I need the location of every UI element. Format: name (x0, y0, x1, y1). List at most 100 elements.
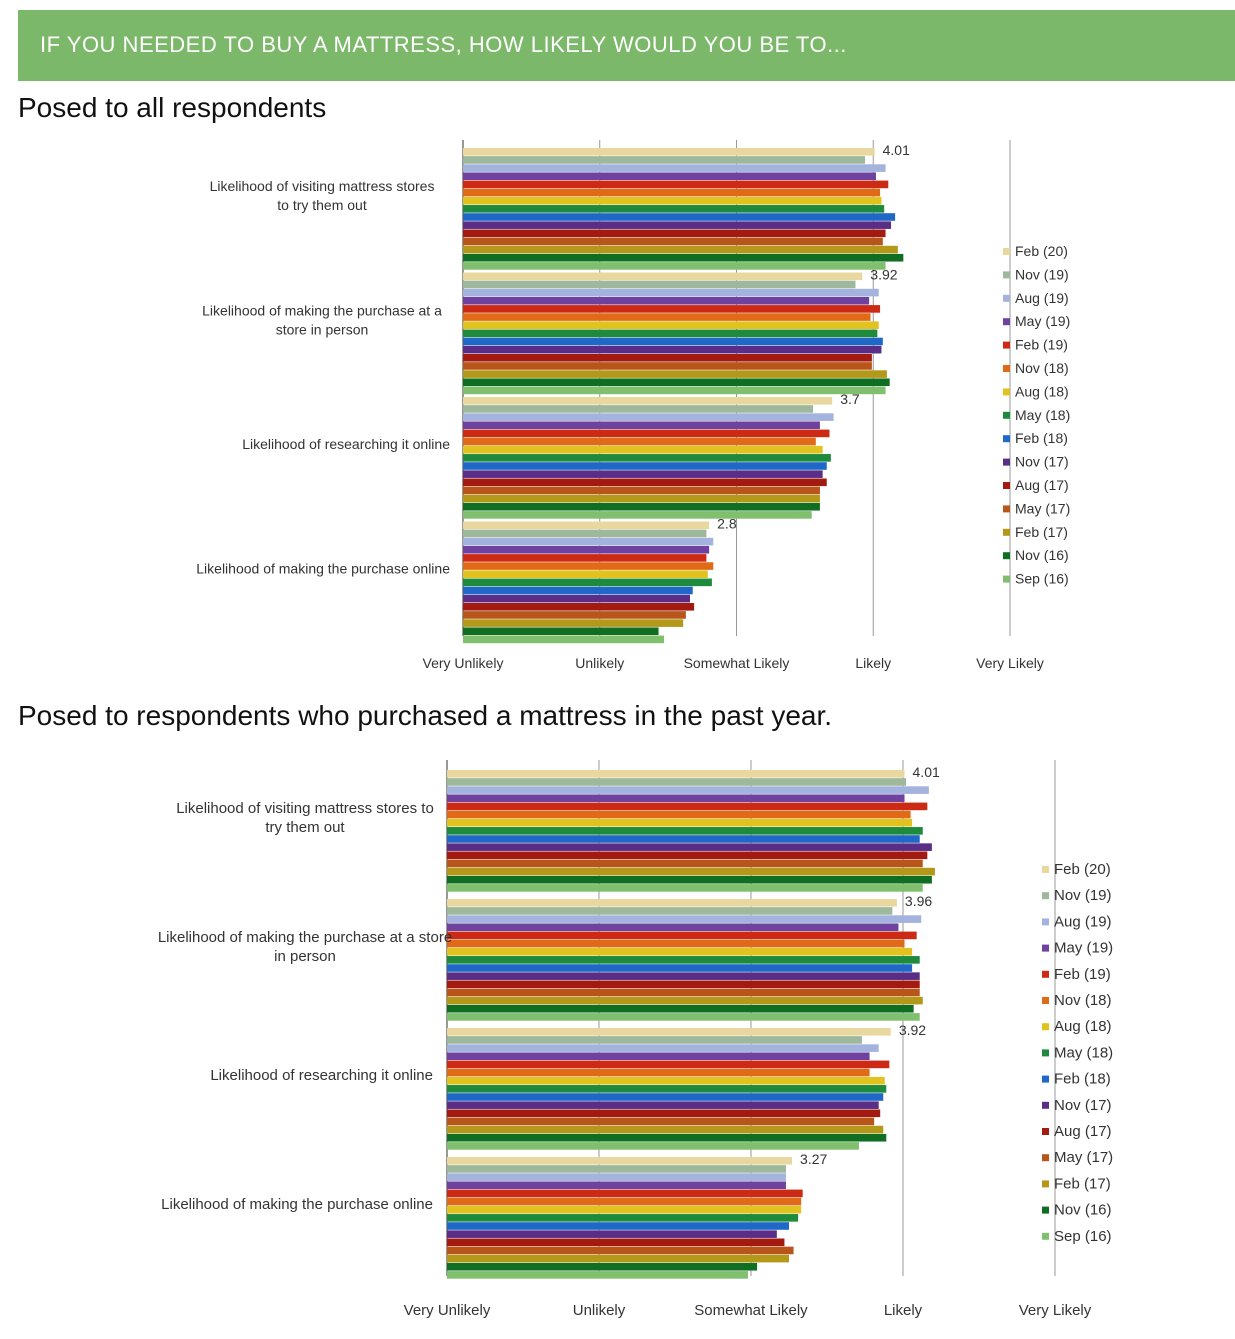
bar-0-2 (447, 786, 929, 794)
legend-label-5: Nov (18) (1054, 992, 1112, 1009)
bar-2-5 (447, 1068, 870, 1077)
legend-label-3: May (19) (1015, 313, 1070, 329)
legend-label-14: Sep (16) (1054, 1228, 1112, 1245)
legend-label-4: Feb (19) (1015, 337, 1068, 353)
bar-3-9 (447, 1230, 777, 1238)
category-label-1: in person (274, 948, 336, 965)
bar-1-5 (447, 939, 905, 948)
value-label-1: 3.96 (905, 893, 932, 909)
bar-3-13 (463, 627, 659, 636)
category-label-0: try them out (265, 819, 345, 836)
bar-1-10 (463, 354, 872, 362)
category-label-0: Likelihood of visiting mattress stores (210, 178, 435, 194)
bar-1-13 (463, 378, 890, 387)
legend-swatch-2 (1042, 918, 1049, 926)
bar-0-3 (463, 172, 876, 181)
legend-swatch-7 (1042, 1049, 1049, 1057)
bar-0-11 (463, 237, 883, 246)
bar-1-6 (463, 321, 879, 329)
legend-label-0: Feb (20) (1054, 861, 1111, 878)
bar-1-13 (447, 1004, 914, 1013)
bar-1-14 (463, 386, 886, 395)
x-tick-label-0: Very Unlikely (423, 655, 504, 671)
bar-0-0 (447, 770, 905, 778)
bar-1-8 (463, 337, 883, 346)
value-label-0: 4.01 (913, 764, 940, 780)
bar-3-10 (463, 603, 695, 611)
bar-2-1 (447, 1036, 862, 1044)
bar-3-3 (463, 545, 710, 554)
legend-swatch-4 (1042, 970, 1049, 978)
legend-label-4: Feb (19) (1054, 966, 1111, 983)
legend-swatch-5 (1003, 365, 1010, 372)
bar-1-5 (463, 313, 871, 321)
legend-swatch-12 (1003, 528, 1010, 536)
legend-swatch-5 (1042, 997, 1049, 1004)
bar-2-13 (447, 1133, 887, 1142)
legend-swatch-3 (1042, 944, 1049, 952)
bar-0-12 (447, 867, 935, 876)
legend-swatch-10 (1042, 1128, 1049, 1135)
category-label-3: Likelihood of making the purchase online (196, 561, 450, 577)
bar-1-12 (463, 370, 887, 378)
bar-2-4 (447, 1060, 890, 1069)
bar-0-4 (463, 180, 889, 189)
bar-1-3 (463, 296, 870, 305)
bar-3-7 (447, 1214, 799, 1222)
bar-2-0 (447, 1028, 891, 1036)
bar-2-8 (463, 462, 827, 470)
bar-3-2 (463, 537, 714, 546)
bar-2-7 (463, 454, 831, 462)
bar-0-7 (463, 205, 885, 213)
legend-label-13: Nov (16) (1054, 1202, 1112, 1219)
bar-1-11 (447, 988, 920, 997)
bar-0-10 (447, 851, 928, 860)
bar-1-12 (447, 996, 923, 1005)
bar-2-2 (447, 1044, 879, 1052)
legend-swatch-3 (1003, 318, 1010, 326)
bar-3-8 (447, 1222, 789, 1230)
legend-swatch-1 (1003, 271, 1010, 279)
legend-label-2: Aug (19) (1054, 913, 1112, 930)
bar-1-14 (447, 1013, 920, 1021)
bar-0-10 (463, 229, 886, 238)
bar-3-4 (463, 554, 707, 562)
bar-2-9 (463, 470, 823, 478)
bar-0-9 (447, 843, 932, 851)
bar-1-2 (463, 288, 879, 297)
bar-1-8 (447, 964, 913, 972)
bar-1-3 (447, 923, 899, 932)
bar-0-5 (463, 188, 881, 197)
legend-swatch-6 (1042, 1023, 1049, 1031)
legend-swatch-13 (1042, 1206, 1049, 1214)
x-tick-label-1: Unlikely (575, 655, 624, 671)
x-tick-label-3: Likely (884, 1302, 923, 1319)
chart-all-respondents: Very Unlikely Unlikely Somewhat Likely Like… (196, 140, 1070, 671)
bar-2-4 (463, 429, 830, 438)
legend-label-10: Aug (17) (1054, 1123, 1112, 1140)
bar-2-3 (463, 421, 820, 430)
bar-3-2 (447, 1173, 786, 1181)
bar-3-5 (447, 1197, 802, 1206)
bar-3-12 (447, 1254, 789, 1263)
x-tick-label-0: Very Unlikely (404, 1302, 491, 1319)
bar-2-6 (447, 1076, 885, 1085)
bar-2-11 (463, 486, 820, 495)
chart-recent-purchasers: Very Unlikely Unlikely Somewhat Likely Like… (158, 760, 1113, 1319)
legend-swatch-1 (1042, 892, 1049, 900)
bar-1-0 (447, 899, 897, 907)
legend-swatch-9 (1042, 1101, 1049, 1109)
bar-0-8 (463, 213, 896, 221)
value-label-3: 3.27 (800, 1151, 827, 1167)
x-tick-label-4: Very Likely (976, 655, 1044, 671)
legend-label-9: Nov (17) (1015, 454, 1069, 470)
bar-0-13 (463, 253, 904, 262)
bar-2-12 (447, 1125, 884, 1134)
bar-1-2 (447, 915, 922, 923)
legend-swatch-6 (1003, 388, 1010, 396)
legend-label-9: Nov (17) (1054, 1097, 1112, 1114)
bar-1-11 (463, 362, 872, 370)
bar-0-14 (463, 262, 886, 270)
bar-2-10 (463, 478, 827, 487)
category-label-1: Likelihood of making the purchase at a (202, 303, 442, 319)
